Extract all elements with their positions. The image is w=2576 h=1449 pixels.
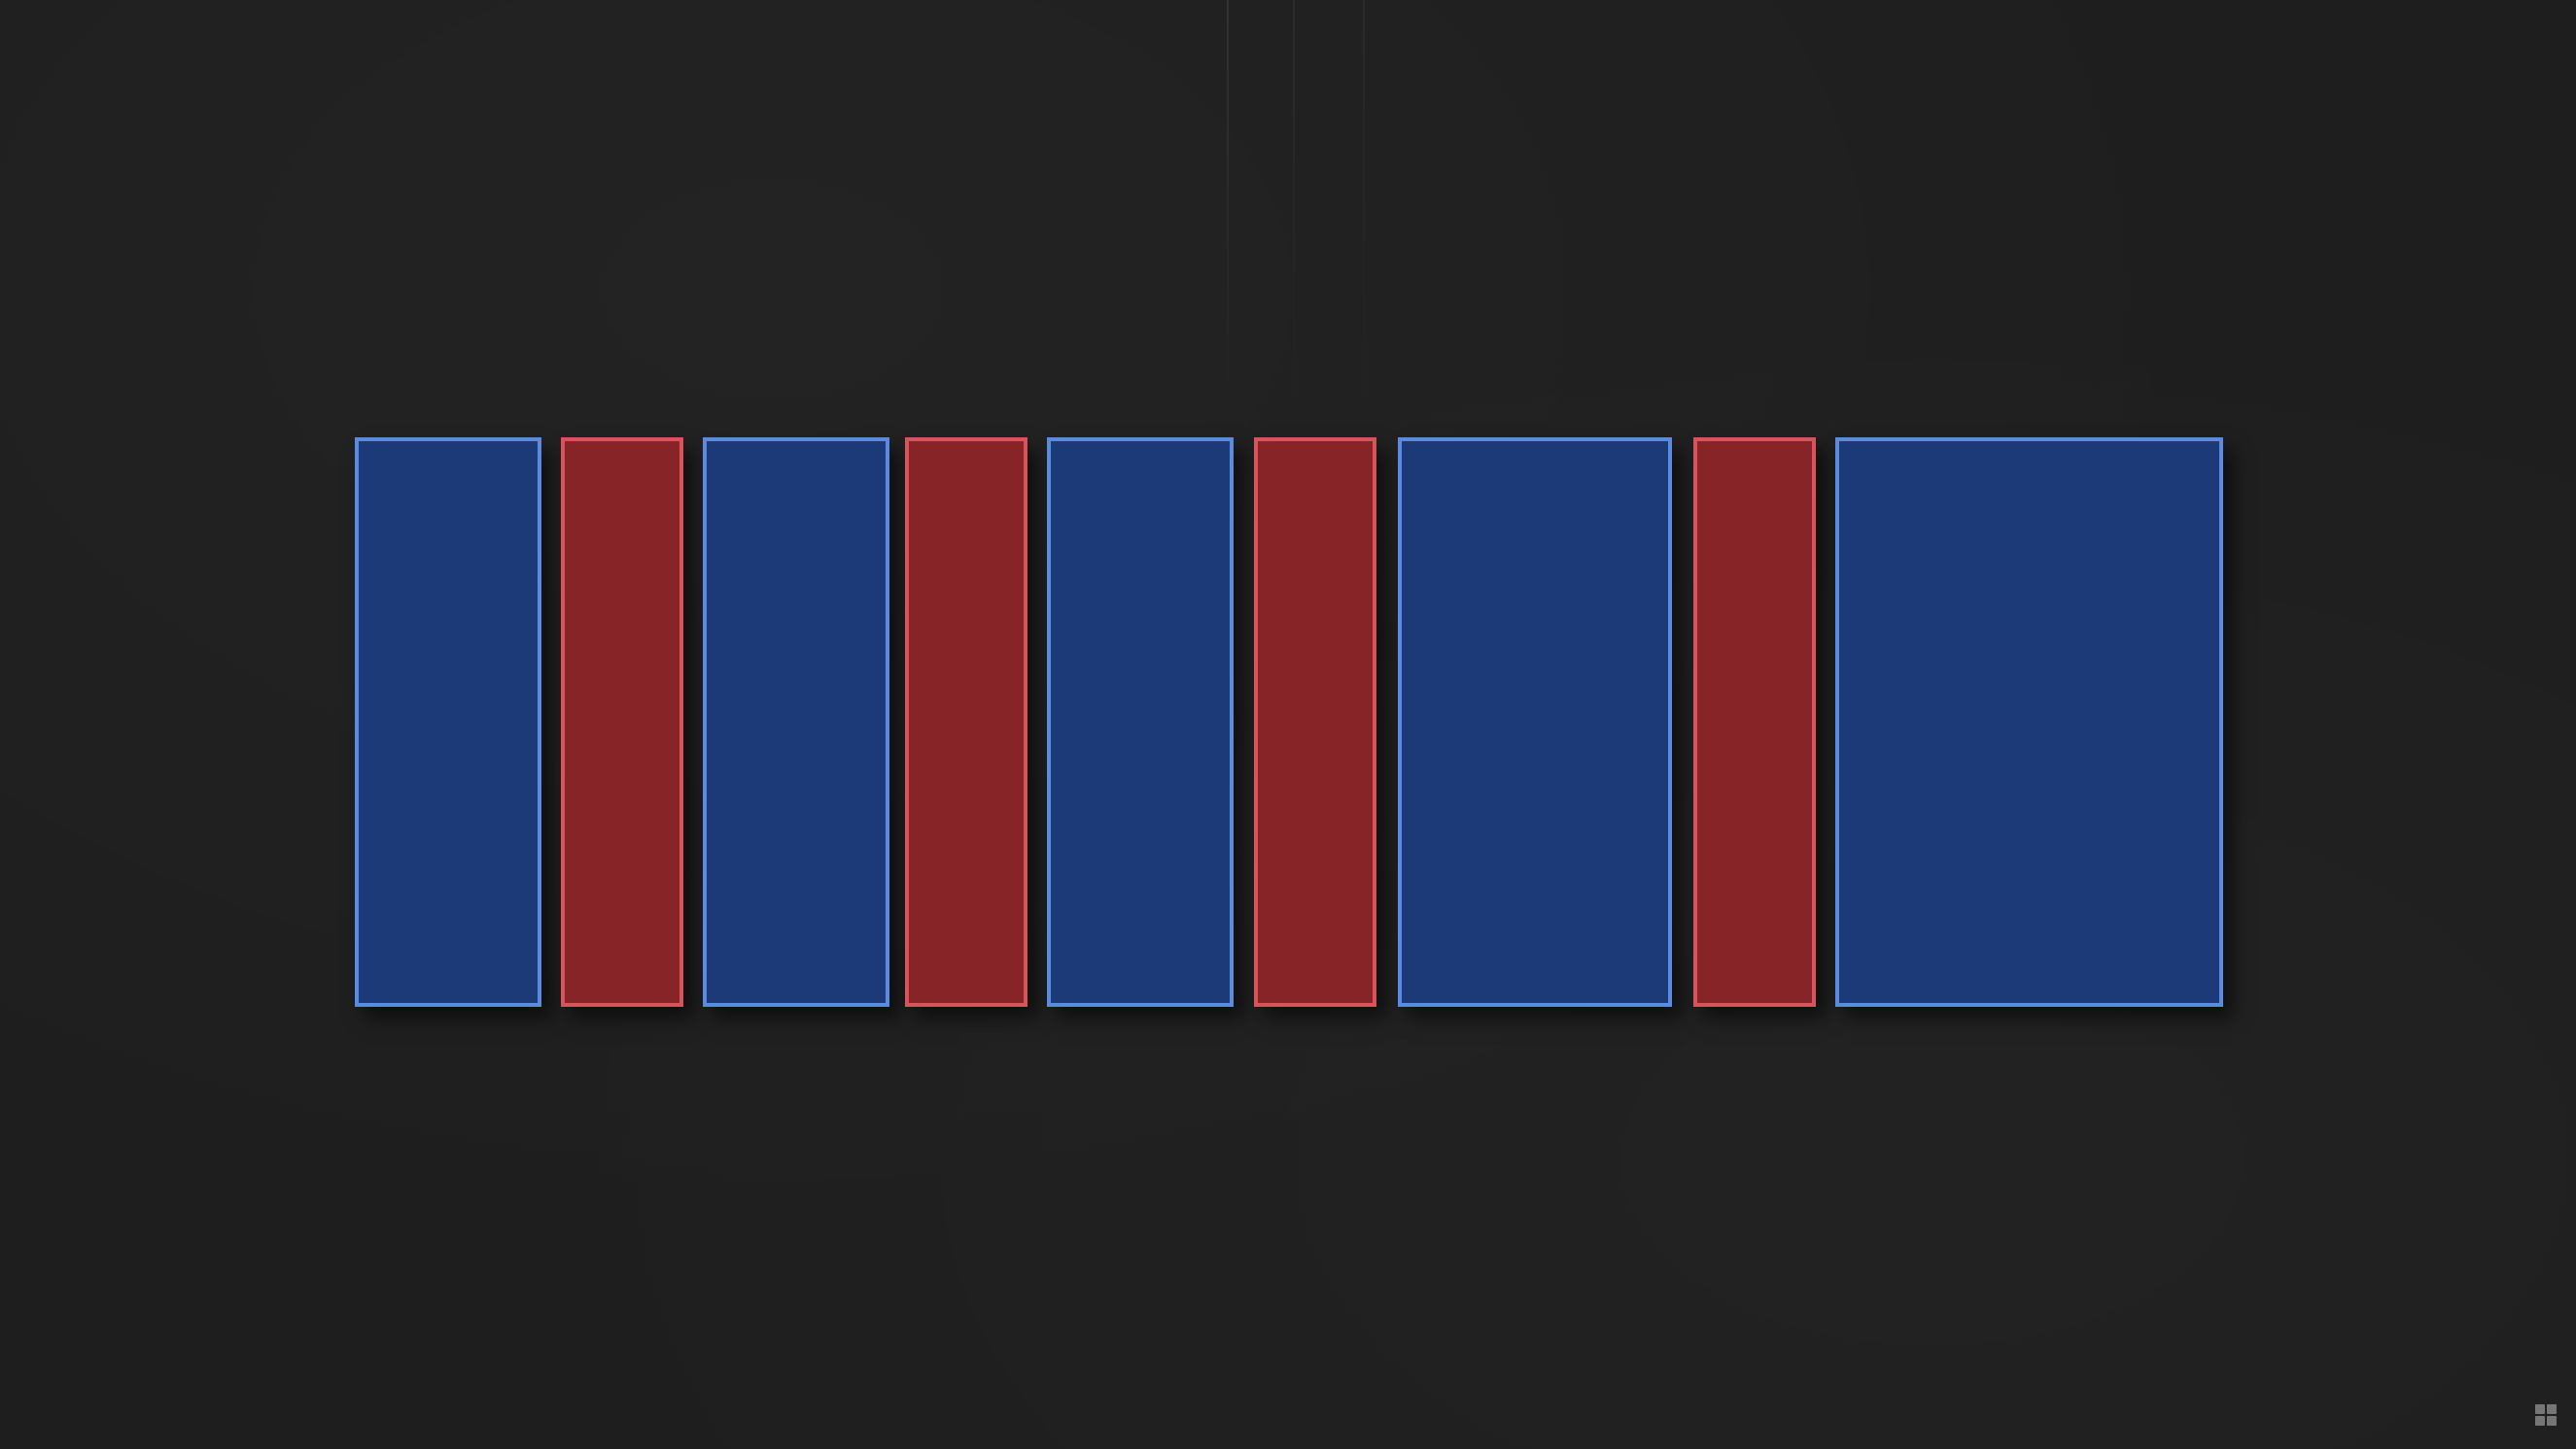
blue-block <box>1835 437 2223 1007</box>
background-streak <box>1363 0 1365 418</box>
background-streak <box>1293 0 1295 418</box>
blue-block <box>355 437 541 1007</box>
red-block <box>561 437 683 1007</box>
block-sequence <box>355 437 2223 1011</box>
blue-block <box>703 437 889 1007</box>
blue-block <box>1398 437 1672 1007</box>
blue-block <box>1047 437 1234 1007</box>
background-streak <box>1227 0 1229 418</box>
red-block <box>1254 437 1376 1007</box>
red-block <box>905 437 1027 1007</box>
grid-logo-icon <box>2535 1404 2557 1426</box>
red-block <box>1693 437 1816 1007</box>
